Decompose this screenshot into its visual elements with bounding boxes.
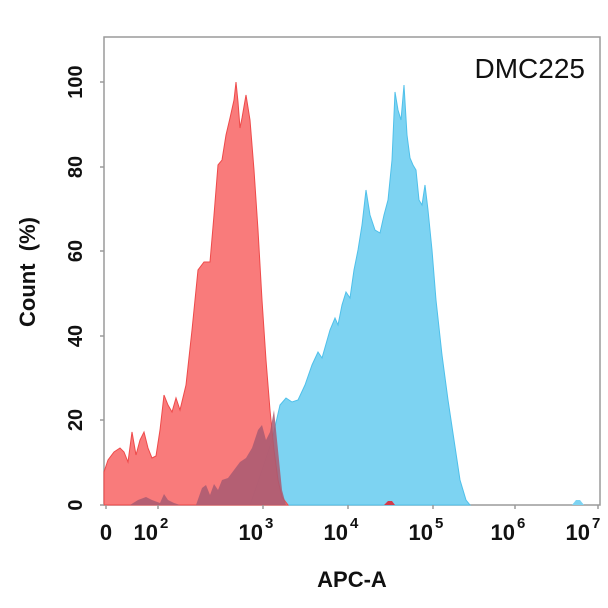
x-tick-1e2: 10 2: [134, 515, 169, 545]
y-tick-60: 60: [65, 240, 87, 262]
svg-text:10: 10: [134, 520, 158, 545]
series-overlap-area: [130, 410, 286, 505]
sample-annotation: DMC225: [475, 53, 585, 84]
svg-text:7: 7: [592, 515, 600, 532]
x-tick-1e5: 10 5: [409, 515, 444, 545]
svg-text:2: 2: [160, 515, 168, 532]
series-red-speck: [384, 501, 395, 505]
svg-text:4: 4: [350, 515, 359, 532]
x-tick-1e4: 10 4: [324, 515, 359, 545]
y-tick-20: 20: [65, 409, 87, 431]
series-blue-area: [249, 84, 472, 506]
svg-text:3: 3: [265, 515, 273, 532]
y-tick-0: 0: [65, 499, 87, 510]
svg-text:10: 10: [409, 520, 433, 545]
y-tick-100: 100: [65, 65, 87, 98]
y-axis: [100, 81, 104, 506]
y-tick-40: 40: [65, 325, 87, 347]
x-tick-1e3: 10 3: [239, 515, 274, 545]
y-tick-labels: 0 20 40 60 80 100: [65, 65, 87, 510]
svg-text:10: 10: [239, 520, 263, 545]
y-tick-80: 80: [65, 156, 87, 178]
x-tick-0: 0: [100, 520, 112, 545]
svg-text:6: 6: [517, 515, 525, 532]
x-axis-title: APC-A: [317, 567, 387, 592]
x-tick-labels: 0 10 2 10 3 10 4 10 5 10 6 10 7: [100, 515, 600, 545]
x-axis: [105, 505, 599, 509]
x-tick-1e6: 10 6: [491, 515, 526, 545]
series-blue-tail: [572, 500, 584, 505]
x-tick-1e7: 10 7: [566, 515, 601, 545]
svg-text:5: 5: [435, 515, 443, 532]
svg-text:10: 10: [566, 520, 590, 545]
svg-text:10: 10: [491, 520, 515, 545]
svg-text:10: 10: [324, 520, 348, 545]
series-red-area: [103, 81, 289, 506]
y-axis-title: Count (%): [15, 217, 40, 327]
